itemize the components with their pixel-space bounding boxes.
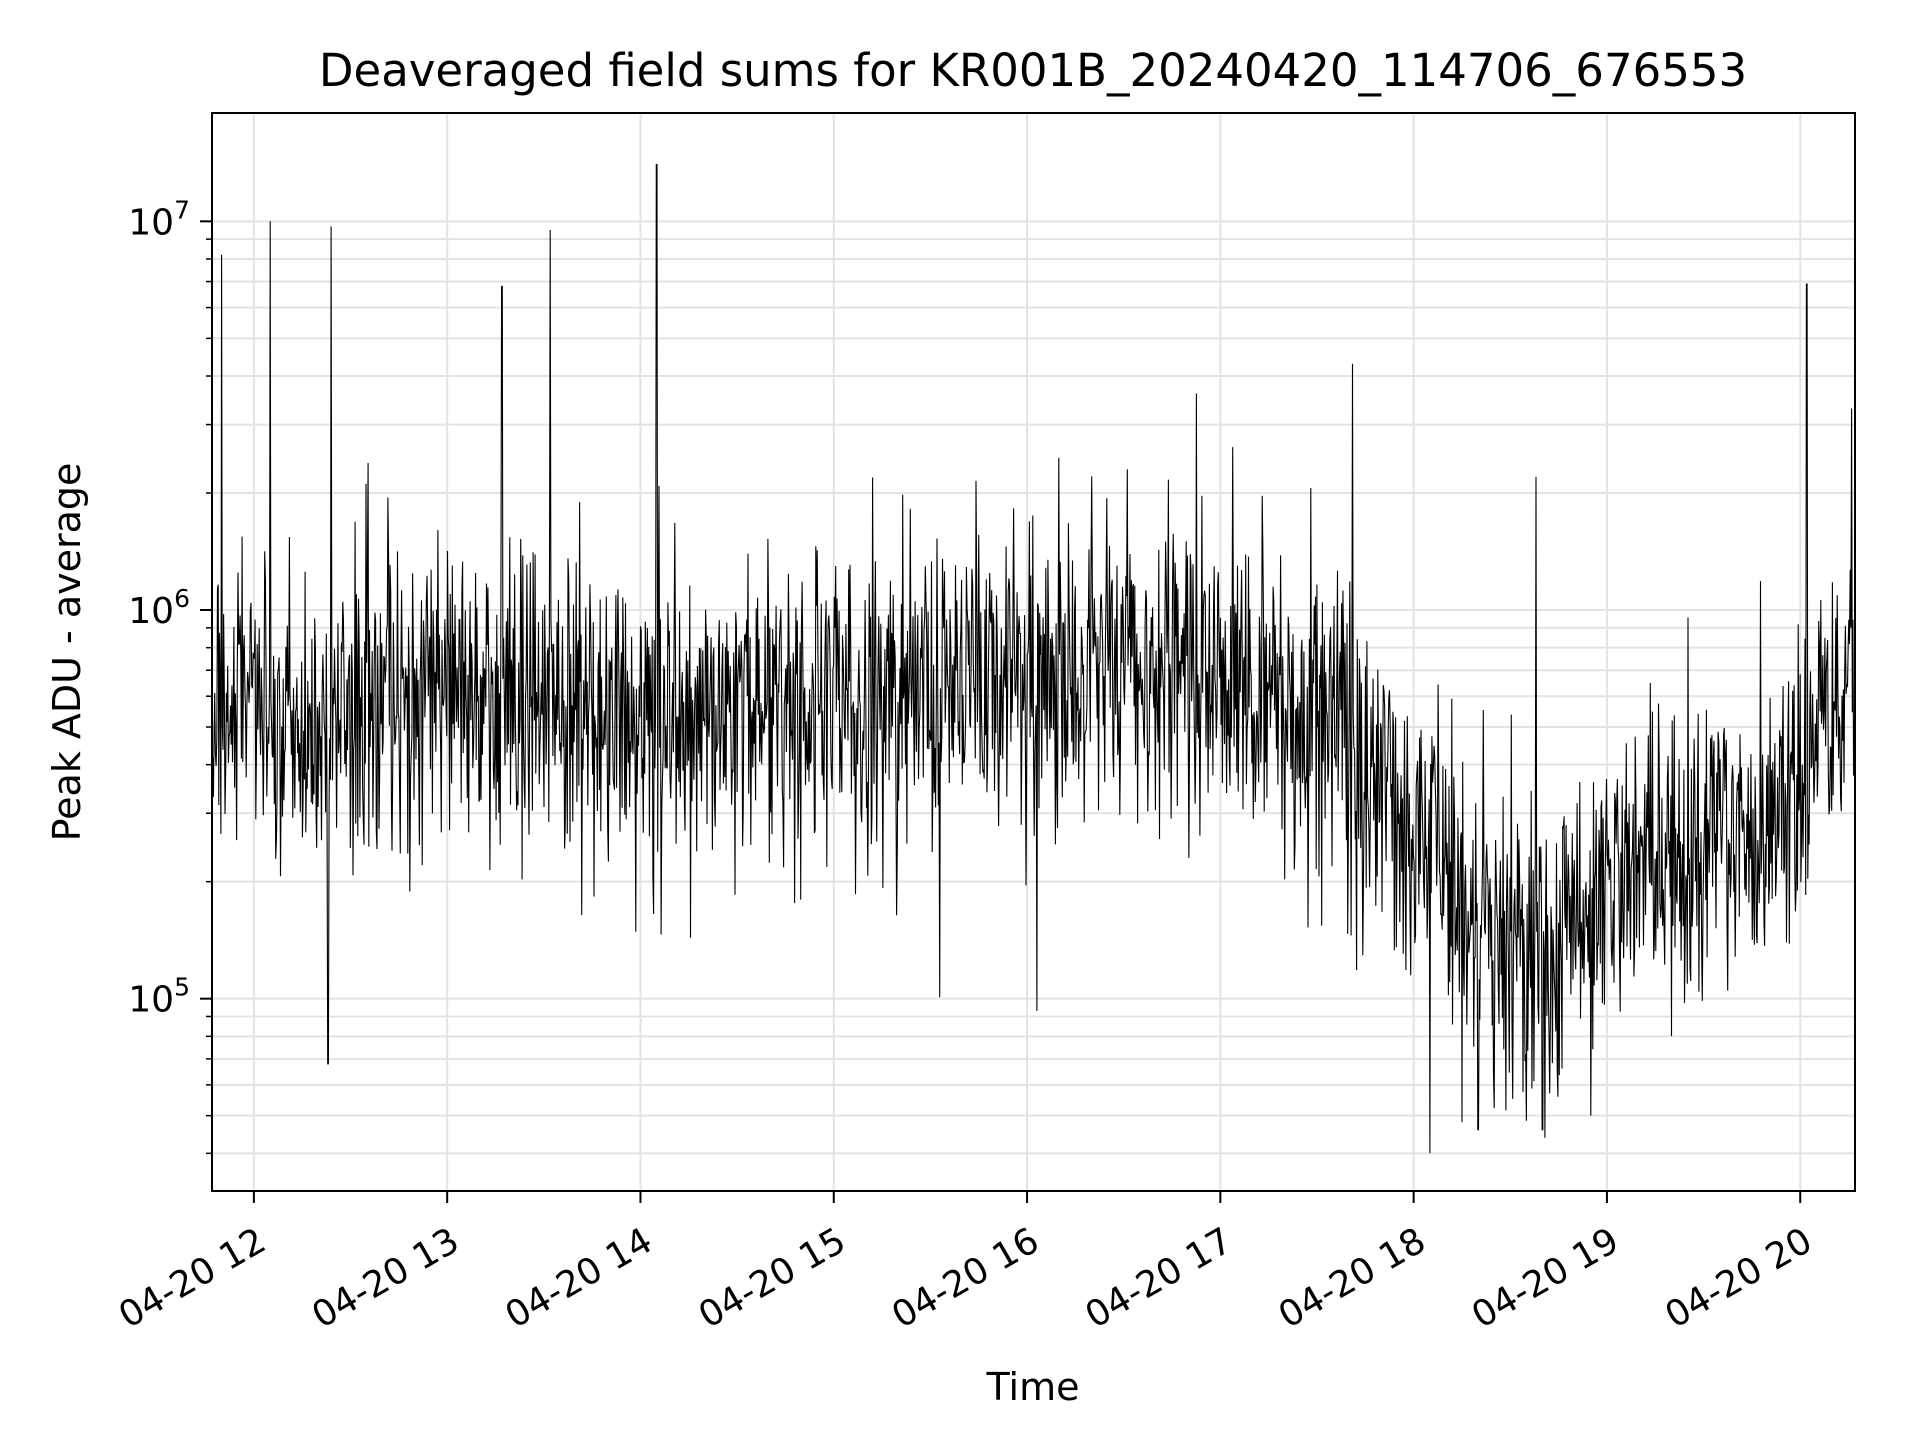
y-axis-label: Peak ADU - average — [45, 463, 89, 842]
y-tick-label: 105 — [128, 973, 190, 1021]
y-tick-label: 107 — [128, 195, 190, 243]
y-tick-label: 106 — [128, 584, 190, 632]
chart-title: Deaveraged field sums for KR001B_2024042… — [319, 44, 1747, 97]
plot-frame — [211, 112, 1856, 1192]
plot-area — [211, 163, 1856, 1154]
y-axis-ticks: 105 106 107 — [128, 195, 212, 1155]
x-axis-label: Time — [986, 1365, 1080, 1409]
series-line — [211, 163, 1856, 1154]
